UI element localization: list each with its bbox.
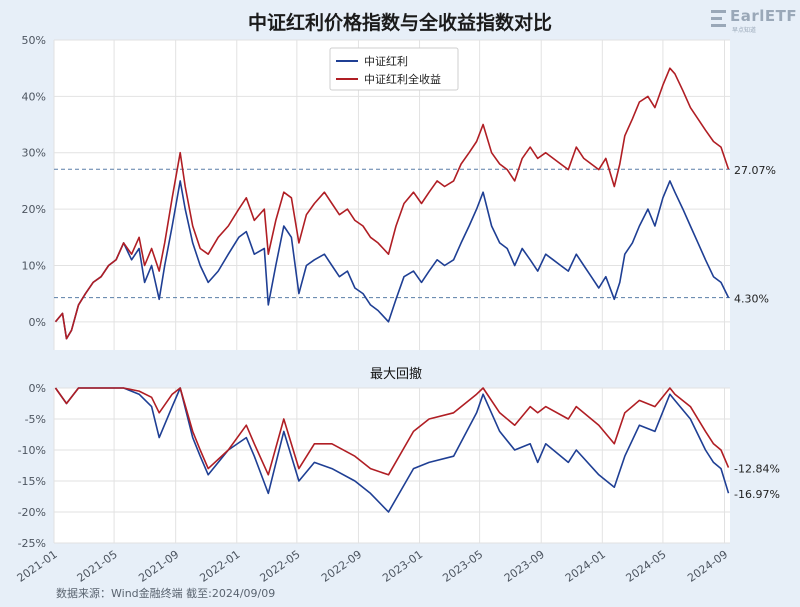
- xtick-label: 2021-09: [136, 548, 181, 585]
- top-end-label: 4.30%: [734, 293, 769, 306]
- top-plot-area: [54, 40, 730, 350]
- bottom-ytick-label: -15%: [18, 475, 46, 488]
- top-ytick-label: 30%: [22, 147, 46, 160]
- bottom-end-label: -12.84%: [734, 463, 780, 476]
- bottom-plot-area: [54, 388, 730, 543]
- top-series-line-total-return: [54, 67, 730, 340]
- xtick-label: 2022-09: [319, 548, 364, 585]
- legend-label: 中证红利全收益: [364, 72, 441, 86]
- legend-box: [329, 47, 459, 91]
- xtick-label: 2024-09: [685, 548, 730, 585]
- bottom-series-line-price: [54, 387, 730, 513]
- xtick-label: 2024-01: [563, 548, 608, 585]
- top-end-label: 27.07%: [734, 164, 776, 177]
- xtick-label: 2022-01: [197, 548, 242, 585]
- chart-title: 中证红利价格指数与全收益指数对比: [247, 12, 552, 34]
- top-series-line-price: [54, 180, 730, 340]
- bottom-ytick-label: -10%: [18, 444, 46, 457]
- data-source-note: 数据来源：Wind金融终端 截至:2024/09/09: [56, 587, 276, 600]
- top-ytick-label: 50%: [22, 34, 46, 47]
- top-ytick-label: 0%: [29, 316, 46, 329]
- bottom-end-label: -16.97%: [734, 488, 780, 501]
- xtick-label: 2022-05: [257, 548, 302, 585]
- drawdown-subtitle: 最大回撤: [370, 366, 422, 382]
- bottom-ytick-label: -20%: [18, 506, 46, 519]
- brand-logo: EarlETF 早点知道: [706, 6, 798, 34]
- xtick-label: 2021-05: [75, 548, 120, 585]
- top-ytick-label: 40%: [22, 90, 46, 103]
- xtick-label: 2023-05: [440, 548, 485, 585]
- top-ytick-label: 10%: [22, 259, 46, 272]
- logo-mark-icon: [711, 10, 726, 27]
- logo-text: EarlETF: [730, 7, 798, 25]
- bottom-ytick-label: -5%: [25, 413, 46, 426]
- xtick-label: 2023-01: [380, 548, 425, 585]
- xtick-label: 2024-05: [624, 548, 669, 585]
- xtick-label: 2023-09: [502, 548, 547, 585]
- xtick-label: 2021-01: [15, 548, 60, 585]
- bottom-series-line-total-return: [54, 387, 730, 476]
- legend-label: 中证红利: [364, 55, 408, 68]
- bottom-ytick-label: -25%: [18, 537, 46, 550]
- logo-tagline: 早点知道: [732, 27, 757, 34]
- top-ytick-label: 20%: [22, 203, 46, 216]
- bottom-ytick-label: 0%: [29, 382, 46, 395]
